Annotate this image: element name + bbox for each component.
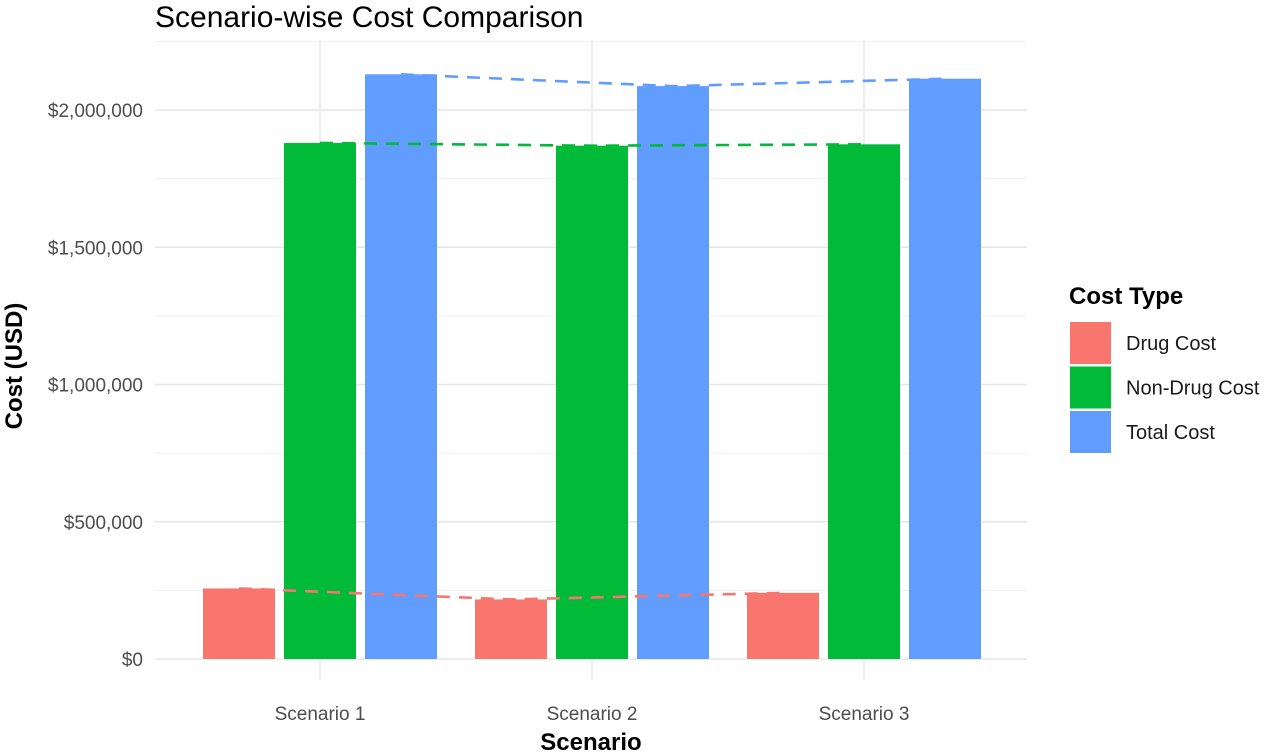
bar-non-drug-cost: [556, 145, 628, 659]
bar-drug-cost: [203, 588, 275, 659]
legend-label: Non-Drug Cost: [1126, 378, 1260, 400]
x-axis-title: Scenario: [540, 729, 641, 755]
bars: [203, 74, 981, 659]
trend-line-drug-cost: [238, 587, 784, 601]
bar-drug-cost: [475, 599, 547, 659]
trend-line-total-cost: [400, 73, 946, 88]
y-tick-label: $0: [122, 650, 143, 671]
legend-label: Drug Cost: [1126, 333, 1216, 355]
bar-drug-cost: [747, 592, 819, 659]
bar-non-drug-cost: [828, 144, 900, 659]
y-tick-label: $1,500,000: [48, 238, 143, 259]
legend-label: Total Cost: [1126, 422, 1215, 444]
bar-total-cost: [909, 78, 981, 659]
y-tick-label: $500,000: [64, 513, 143, 534]
y-tick-label: $2,000,000: [48, 101, 143, 122]
bar-non-drug-cost: [284, 142, 356, 659]
x-tick-label: Scenario 2: [547, 704, 638, 725]
legend-title: Cost Type: [1069, 283, 1183, 310]
trend-line-non-drug-cost: [319, 141, 865, 147]
y-axis-ticks: $0 $500,000 $1,000,000 $1,500,000 $2,000,000: [48, 101, 143, 671]
y-tick-label: $1,000,000: [48, 376, 143, 397]
x-tick-label: Scenario 3: [819, 704, 910, 725]
legend: Cost Type Drug Cost Non-Drug Cost Total Co…: [1069, 283, 1260, 453]
chart-title: Scenario-wise Cost Comparison: [155, 1, 584, 34]
trend-lines: [238, 73, 946, 601]
legend-key: [1070, 366, 1111, 409]
legend-key: [1070, 322, 1111, 364]
x-tick-label: Scenario 1: [275, 704, 366, 725]
bar-total-cost: [365, 74, 437, 659]
legend-key: [1070, 411, 1111, 453]
x-axis-ticks: Scenario 1 Scenario 2 Scenario 3: [275, 704, 910, 725]
y-axis-title: Cost (USD): [1, 303, 28, 430]
bar-total-cost: [637, 86, 709, 659]
